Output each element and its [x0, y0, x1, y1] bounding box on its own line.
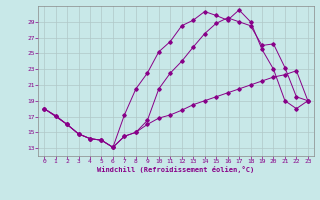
- X-axis label: Windchill (Refroidissement éolien,°C): Windchill (Refroidissement éolien,°C): [97, 166, 255, 173]
